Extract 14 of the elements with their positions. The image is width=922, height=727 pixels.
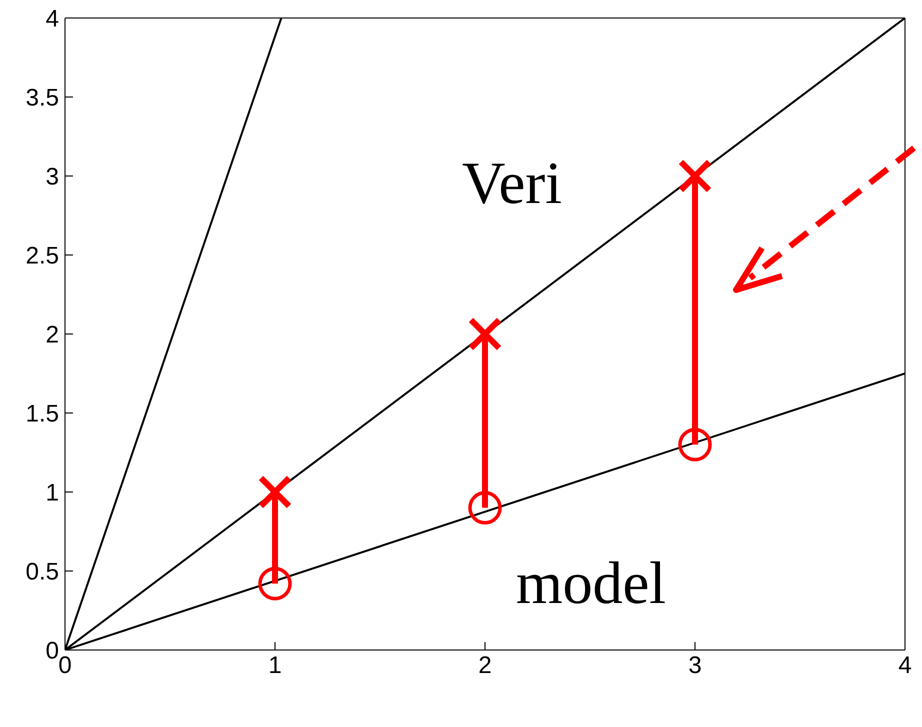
y-tick-label: 2 [46, 322, 59, 349]
y-tick-label: 1 [46, 480, 59, 507]
y-tick-label: 3.5 [26, 84, 59, 112]
annotation: model [516, 549, 666, 618]
y-tick-label: 3 [46, 164, 59, 191]
x-tick-label: 1 [268, 652, 282, 680]
y-tick-label: 2.5 [26, 242, 59, 270]
y-tick-label: 0.5 [26, 558, 59, 586]
x-tick-label: 4 [898, 652, 912, 680]
x-tick-label: 3 [688, 652, 702, 680]
y-tick-label: 4 [46, 6, 59, 33]
x-tick-label: 2 [478, 652, 492, 680]
annotation: Veri [462, 149, 562, 218]
y-tick-label: 1.5 [26, 400, 59, 428]
